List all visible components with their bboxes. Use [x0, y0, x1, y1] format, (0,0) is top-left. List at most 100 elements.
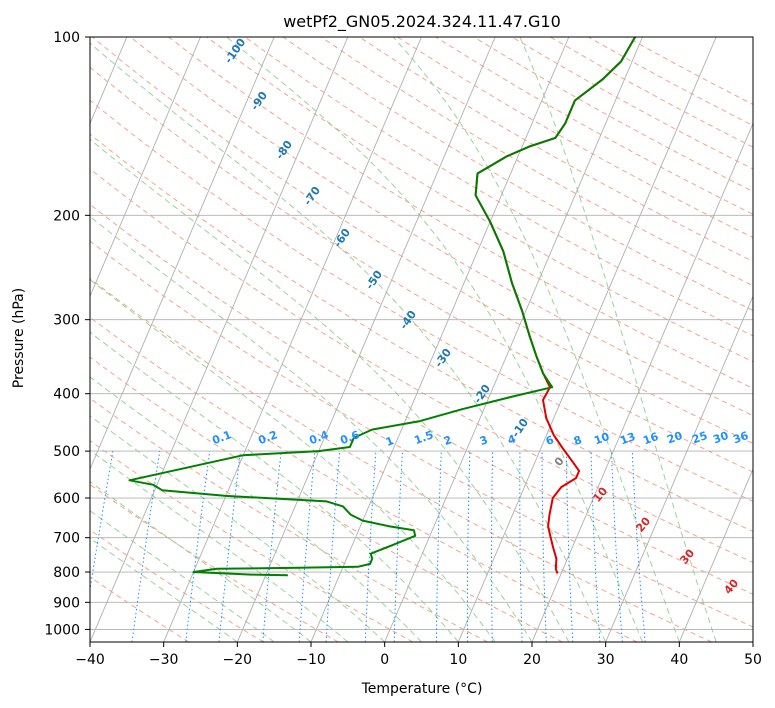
dry-adiabat [90, 203, 753, 595]
dry-adiabat-label: -90 [248, 89, 270, 113]
mixing-ratio-label: 20 [665, 429, 684, 447]
mixing-ratio-label: 25 [690, 429, 709, 446]
moist-adiabat-label: 40 [721, 576, 741, 596]
isotherm [531, 122, 753, 642]
dry-adiabat [90, 483, 339, 642]
isotherm [310, 37, 570, 642]
mixing-ratio-label: 3 [478, 433, 490, 448]
plot-frame [89, 36, 754, 643]
y-tick-label: 1000 [44, 622, 80, 638]
chart-title: wetPf2_GN05.2024.324.11.47.G10 [283, 12, 561, 32]
isotherm [384, 37, 643, 642]
x-tick-label: −40 [75, 652, 105, 668]
isotherm [163, 37, 422, 642]
dry-adiabat [90, 576, 190, 642]
x-tick-label: 50 [744, 652, 762, 668]
dry-adiabat [588, 37, 753, 127]
moist-adiabat [90, 481, 312, 642]
dry-adiabat [90, 529, 264, 642]
mixing-ratio-line [491, 451, 494, 642]
mixing-ratio-line [631, 451, 646, 642]
dry-adiabat [244, 37, 753, 337]
dry-adiabat [206, 37, 753, 363]
isotherm [90, 37, 349, 642]
isotherm [752, 640, 753, 642]
dry-adiabat [435, 37, 753, 215]
dry-adiabat [549, 37, 753, 148]
x-axis-label: Temperature (°C) [361, 681, 483, 697]
x-tick-label: 30 [597, 652, 615, 668]
x-tick-label: 20 [523, 652, 541, 668]
mixing-ratio-label: 6 [544, 433, 556, 448]
dry-adiabat [90, 66, 753, 473]
y-axis: 100 200 300 400 500 600 700 800 900 1000 [44, 30, 90, 638]
x-tick-label: 0 [380, 652, 389, 668]
mixing-ratio-label: 16 [641, 430, 660, 448]
mixing-ratio-label: 1 [384, 434, 396, 449]
mixing-ratio-line [131, 451, 161, 642]
moist-adiabat-label: 0 [552, 454, 567, 468]
mixing-ratio-label: 1.5 [412, 428, 435, 447]
moist-adiabat-label: 10 [590, 484, 610, 504]
mixing-ratio-label: 30 [711, 429, 730, 447]
y-tick-label: 900 [53, 595, 80, 611]
mixing-ratio-label: 10 [592, 430, 611, 448]
mixing-ratio-line [298, 451, 316, 642]
moist-adiabat [90, 42, 607, 642]
mixing-ratio-line [262, 451, 282, 642]
x-tick-label: 40 [670, 652, 688, 668]
mixing-ratio-label: 8 [572, 433, 584, 448]
mixing-ratio-label: 36 [731, 429, 750, 447]
isotherm [90, 37, 275, 471]
dry-adiabat [90, 316, 638, 642]
moist-adiabat [519, 37, 717, 642]
moist-adiabat [90, 331, 459, 642]
dry-adiabat [90, 278, 712, 642]
moist-adiabat-label: 20 [633, 514, 653, 534]
moist-adiabat [226, 37, 643, 642]
moist-adiabat [90, 376, 422, 642]
profile-line [128, 37, 636, 577]
dry-adiabat [90, 440, 414, 642]
moist-adiabat [90, 279, 496, 642]
moist-adiabat [90, 510, 275, 642]
y-tick-label: 600 [53, 491, 80, 507]
moist-adiabat [90, 138, 570, 642]
x-tick-label: −20 [223, 652, 253, 668]
dry-adiabat-label: -40 [397, 308, 419, 332]
dry-adiabat [130, 37, 753, 417]
dry-adiabat-label: -80 [273, 138, 295, 162]
x-tick-label: −30 [149, 652, 179, 668]
mixing-ratio-line [519, 451, 523, 642]
dry-adiabat [90, 133, 753, 533]
isotherm [605, 295, 753, 642]
x-axis: −40 −30 −20 −10 0 10 20 30 40 50 [75, 642, 762, 668]
y-tick-label: 800 [53, 565, 80, 581]
mixing-ratio-line [435, 451, 442, 642]
moist-adiabat-label: 30 [677, 546, 697, 566]
y-tick-label: 700 [53, 531, 80, 547]
y-tick-label: 100 [53, 30, 80, 46]
moist-adiabat [90, 415, 386, 642]
dry-adiabat [359, 37, 753, 263]
dry-adiabat-label: -70 [301, 184, 323, 208]
dry-adiabat [90, 240, 753, 628]
moist-adiabat [392, 37, 680, 642]
isotherm [90, 37, 201, 298]
moist-adiabat [90, 215, 533, 642]
mixing-ratio-label: 0.4 [307, 428, 330, 447]
isotherm [457, 37, 717, 642]
dry-adiabat [90, 397, 488, 642]
y-tick-label: 300 [53, 313, 80, 329]
mixing-ratio-line [218, 451, 241, 642]
x-tick-label: −10 [296, 652, 326, 668]
isotherm [236, 37, 496, 642]
y-axis-label: Pressure (hPa) [11, 288, 27, 388]
dry-adiabat [90, 356, 563, 642]
mixing-ratio-label: 0.2 [256, 428, 279, 447]
mixing-ratio-label: 13 [618, 430, 637, 447]
moist-adiabat [90, 449, 349, 642]
isotherm [678, 467, 753, 642]
mixing-ratio-line [90, 451, 114, 593]
